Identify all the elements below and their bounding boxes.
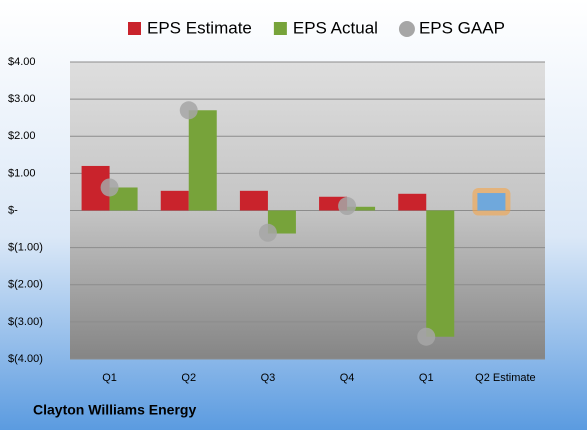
y-tick-label: $- [8, 204, 18, 216]
y-tick-label: $2.00 [8, 130, 36, 142]
gaap-dot [417, 327, 436, 346]
legend: EPS Estimate EPS Actual EPS GAAP [128, 18, 505, 37]
bar [426, 210, 455, 337]
x-tick-label: Q1 [419, 372, 434, 384]
x-tick-label: Q2 Estimate [475, 372, 536, 384]
gaap-dot [338, 197, 357, 216]
bar [347, 206, 376, 211]
bar [160, 190, 189, 211]
bar [398, 193, 427, 211]
bar [477, 193, 506, 211]
gaap-dot [179, 101, 198, 120]
legend-marker [398, 21, 415, 37]
y-tick-label: $1.00 [8, 167, 36, 179]
bar [109, 187, 138, 211]
y-tick-label: $(4.00) [8, 353, 43, 365]
legend-marker [273, 22, 287, 35]
bar [188, 110, 217, 211]
gaap-dot [258, 223, 277, 242]
legend-label: EPS Actual [293, 18, 378, 37]
x-tick-label: Q4 [340, 372, 355, 384]
y-tick-label: $(1.00) [8, 242, 43, 254]
legend-label: EPS GAAP [419, 18, 505, 37]
chart-title: Clayton Williams Energy [33, 402, 196, 418]
legend-label: EPS Estimate [147, 18, 252, 37]
legend-marker [128, 22, 141, 35]
y-tick-label: $(3.00) [8, 316, 43, 328]
y-tick-label: $4.00 [8, 56, 36, 68]
gaap-dot [100, 178, 119, 197]
y-tick-label: $3.00 [8, 93, 36, 105]
x-tick-label: Q3 [261, 372, 276, 384]
x-tick-label: Q1 [102, 372, 117, 384]
bar [239, 190, 268, 211]
y-tick-label: $(2.00) [8, 279, 43, 291]
x-tick-label: Q2 [181, 372, 196, 384]
